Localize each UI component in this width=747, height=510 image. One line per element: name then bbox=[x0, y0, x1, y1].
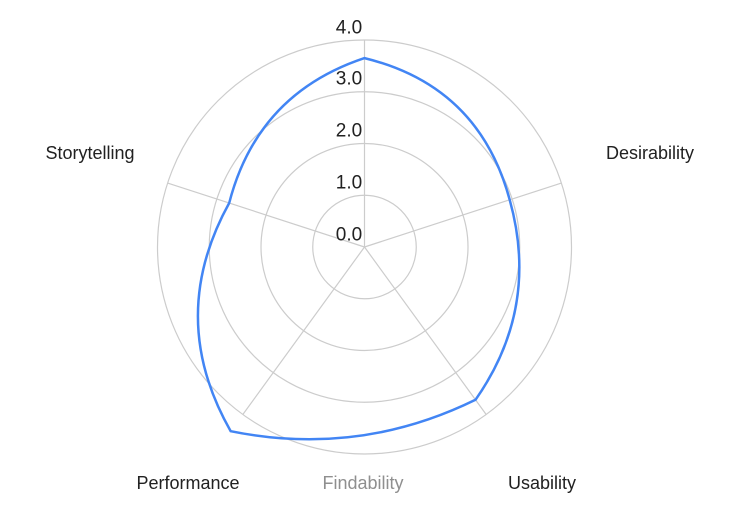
radial-tick-0: 0.0 bbox=[335, 224, 363, 245]
category-label-findability: Findability bbox=[322, 473, 404, 493]
radial-tick-1: 1.0 bbox=[335, 172, 363, 194]
radial-tick-2: 2.0 bbox=[335, 120, 363, 142]
category-label-performance: Performance bbox=[136, 473, 240, 493]
category-label-usability: Usability bbox=[507, 473, 577, 493]
category-label-desirability: Desirability bbox=[605, 143, 695, 163]
category-label-storytelling: Storytelling bbox=[45, 143, 135, 163]
radial-tick-4: 4.0 bbox=[335, 17, 363, 38]
radial-tick-3: 3.0 bbox=[335, 68, 363, 90]
